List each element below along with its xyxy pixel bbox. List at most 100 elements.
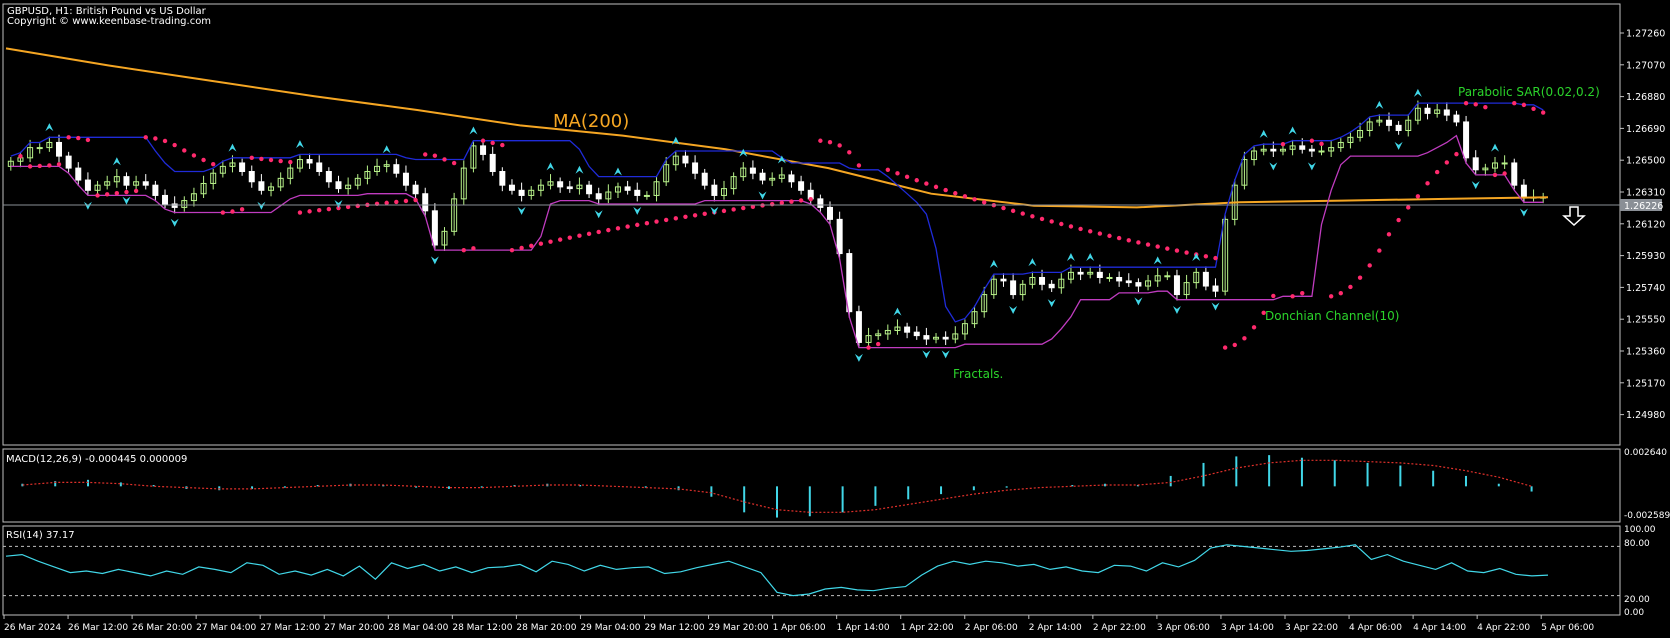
- fractal-up-marker: [228, 143, 237, 152]
- sar-dot: [663, 217, 669, 223]
- candle: [942, 331, 949, 346]
- sar-dot: [1425, 181, 1430, 186]
- candle: [306, 153, 313, 169]
- sar-dot: [47, 163, 52, 168]
- time-tick-label: 3 Apr 06:00: [1157, 623, 1210, 633]
- sar-dot: [731, 207, 736, 212]
- sar-dot: [635, 222, 640, 228]
- sar-dot: [1290, 294, 1295, 299]
- candle: [489, 146, 496, 176]
- sar-dot: [808, 197, 813, 202]
- sar-dot: [297, 210, 303, 215]
- sar-dot: [1328, 294, 1334, 299]
- candle: [1164, 271, 1171, 281]
- candle: [836, 211, 843, 258]
- sar-dot: [1184, 250, 1189, 255]
- candle: [1347, 131, 1354, 149]
- sar-dot: [856, 163, 862, 168]
- sar-dot: [345, 204, 351, 210]
- sar-dot: [1222, 345, 1228, 350]
- rsi-tick-label: 100.00: [1624, 525, 1656, 535]
- candle: [123, 172, 130, 190]
- candle: [1337, 138, 1344, 152]
- candle: [566, 180, 573, 193]
- candle: [952, 326, 959, 344]
- macd-label: MACD(12,26,9) -0.000445 0.000009: [6, 454, 187, 465]
- sar-dot: [827, 139, 833, 145]
- sar-dot: [1232, 342, 1237, 348]
- sar-dot: [1001, 205, 1006, 211]
- sar-dot: [413, 197, 418, 203]
- fractal-up-marker: [546, 162, 555, 171]
- candle: [1048, 280, 1055, 293]
- candle: [1405, 114, 1412, 137]
- candle: [875, 329, 882, 340]
- sar-dot: [268, 157, 274, 163]
- candle: [1116, 271, 1123, 287]
- candle: [1511, 158, 1518, 190]
- time-tick-label: 1 Apr 06:00: [773, 623, 826, 633]
- sar-dot: [962, 194, 968, 199]
- sar-dot: [1512, 100, 1517, 106]
- candle: [46, 136, 53, 152]
- sar-dot: [557, 237, 563, 242]
- rsi-tick-label: 20.00: [1624, 595, 1650, 605]
- candle: [113, 168, 120, 188]
- sar-dot: [403, 198, 409, 204]
- sar-dot: [143, 135, 148, 140]
- fractal-down-marker: [1047, 299, 1056, 308]
- sar-dot: [1059, 221, 1064, 227]
- candle: [36, 143, 43, 154]
- candle: [239, 158, 246, 176]
- candle: [990, 274, 997, 299]
- candle: [104, 175, 111, 190]
- axes-group[interactable]: 1.27260 1.27070 1.26880 1.26690 1.26500 1.263…: [3, 29, 1670, 634]
- sar-dot: [1145, 242, 1151, 247]
- rsi-line: [5, 544, 1549, 597]
- sar-dot: [1406, 205, 1411, 210]
- sar-dot: [1251, 325, 1257, 330]
- candle: [595, 187, 602, 205]
- fractal-up-marker: [1153, 256, 1162, 265]
- candle: [981, 286, 988, 318]
- sar-dot: [1020, 211, 1025, 216]
- candle: [1443, 102, 1450, 122]
- fractal-up-marker: [1288, 126, 1297, 135]
- candle: [788, 170, 795, 188]
- time-tick-label: 4 Apr 14:00: [1413, 623, 1466, 633]
- sar-dot: [519, 245, 524, 251]
- fractal-up-marker: [671, 136, 680, 145]
- time-tick-label: 2 Apr 06:00: [965, 623, 1018, 633]
- sar-dot: [1261, 310, 1266, 315]
- candle: [248, 165, 255, 188]
- sar-dot: [1155, 244, 1160, 249]
- ma200-group: [5, 47, 1549, 209]
- fractal-up-marker: [1259, 129, 1268, 138]
- sar-dot: [625, 224, 630, 229]
- sar-dot: [307, 209, 312, 214]
- candle: [1154, 268, 1161, 287]
- sar-dot: [1540, 110, 1546, 115]
- rsi-panel-frame: [2, 525, 1621, 616]
- sar-dot: [1136, 240, 1141, 245]
- sar-dot: [1203, 254, 1209, 259]
- candle: [586, 180, 593, 199]
- candle: [653, 175, 660, 202]
- fractal-down-marker: [334, 199, 343, 208]
- candle: [1212, 278, 1219, 298]
- candle: [470, 141, 477, 173]
- sar-dot: [1300, 290, 1305, 296]
- donchian-upper-line: [10, 102, 1544, 323]
- candle: [1453, 110, 1460, 127]
- sar-dot: [837, 143, 842, 148]
- sar-dot: [654, 219, 659, 224]
- candle: [1366, 117, 1373, 137]
- time-tick-label: 29 Mar 04:00: [580, 623, 640, 633]
- candle: [1039, 269, 1046, 291]
- sar-dot: [789, 199, 794, 204]
- sar-dot: [741, 205, 746, 211]
- sar-dot: [1309, 138, 1315, 143]
- candle: [393, 158, 400, 178]
- candle: [1106, 273, 1113, 282]
- sar-dot: [866, 345, 871, 350]
